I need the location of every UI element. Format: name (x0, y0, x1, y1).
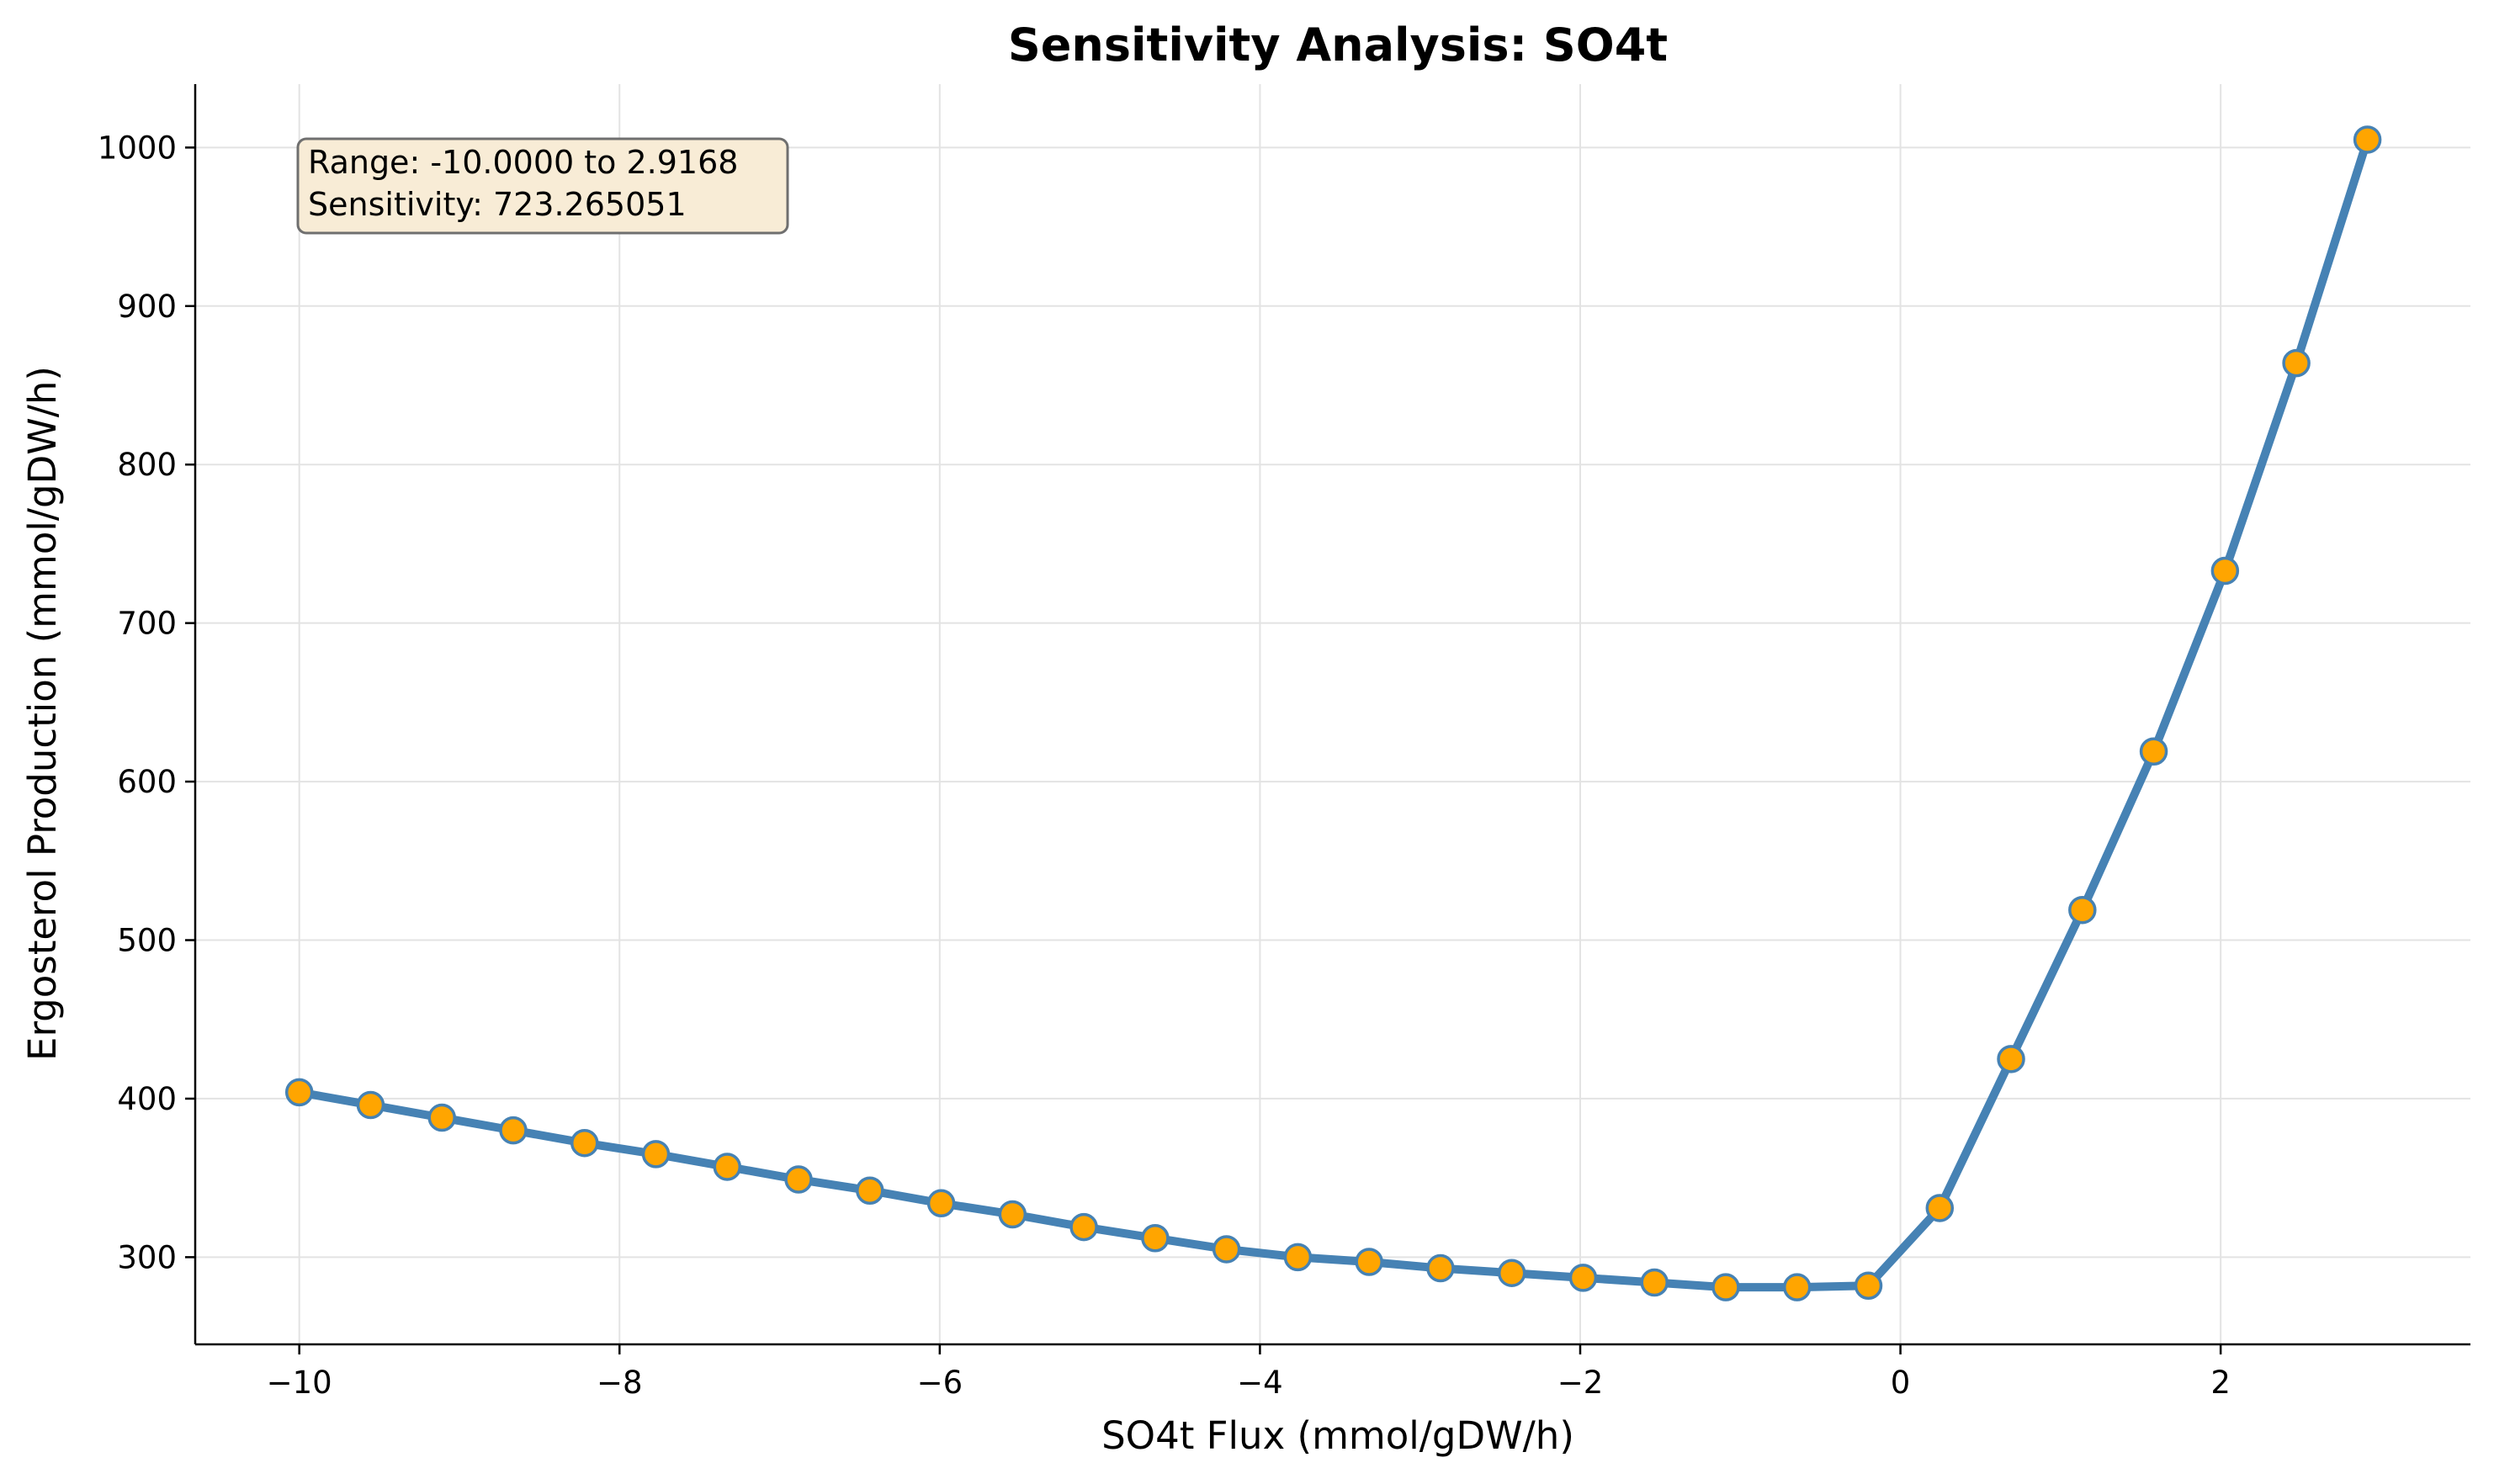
x-tick-label: −4 (1237, 1365, 1283, 1401)
data-point (1997, 1045, 2025, 1073)
data-point (784, 1165, 813, 1194)
y-tick-label: 600 (117, 764, 177, 800)
x-axis-label: SO4t Flux (mmol/gDW/h) (1101, 1413, 1574, 1458)
annotation-range: Range: -10.0000 to 2.9168 (308, 144, 738, 181)
data-point (2282, 348, 2311, 378)
data-point (2353, 125, 2382, 154)
data-point (1212, 1235, 1241, 1264)
data-point (1069, 1212, 1098, 1242)
annotation-background (296, 137, 789, 235)
data-point (1568, 1264, 1598, 1292)
data-point (926, 1189, 956, 1218)
x-tick-label: −8 (597, 1365, 643, 1401)
y-axis-label: Ergosterol Production (mmol/gDW/h) (20, 366, 65, 1061)
data-point (2139, 737, 2168, 766)
data-point (1355, 1248, 1383, 1276)
data-point (856, 1176, 884, 1205)
annotation-box: Range: -10.0000 to 2.9168 Sensitivity: 7… (296, 137, 789, 235)
data-point (2210, 556, 2240, 586)
x-tick-label: −10 (267, 1365, 332, 1401)
data-point (641, 1140, 671, 1169)
x-tick-label: −2 (1557, 1365, 1604, 1401)
axes (194, 84, 2470, 1346)
x-tick-label: 0 (1891, 1365, 1911, 1401)
data-point (499, 1116, 528, 1145)
y-tick-label: 300 (117, 1239, 177, 1275)
data-point (713, 1153, 742, 1181)
y-tick-label: 1000 (98, 130, 177, 166)
data-point (570, 1128, 599, 1158)
data-point (1854, 1271, 1883, 1301)
x-tick-label: −6 (917, 1365, 963, 1401)
series-layer (284, 125, 2382, 1301)
annotation-sensitivity: Sensitivity: 723.265051 (308, 186, 687, 223)
data-point (1925, 1194, 1955, 1222)
grid (195, 84, 2470, 1344)
data-point (998, 1200, 1027, 1229)
data-point (356, 1090, 385, 1120)
series-line (295, 135, 2372, 1292)
data-point (1782, 1273, 1812, 1301)
ticks: −10 −8 −6 −4 −2 0 2 300 400 500 600 700 800 900 1000 (98, 130, 2231, 1401)
y-tick-label: 400 (117, 1081, 177, 1117)
data-point (1497, 1259, 1526, 1287)
data-point (284, 1078, 314, 1107)
data-point (1426, 1253, 1455, 1283)
data-point (1640, 1268, 1669, 1297)
data-point (1141, 1224, 1170, 1253)
x-tick-label: 2 (2210, 1365, 2231, 1401)
y-tick-label: 900 (117, 289, 177, 325)
data-point (1283, 1243, 1313, 1272)
data-point (1711, 1273, 1740, 1301)
data-point (2068, 895, 2097, 925)
y-tick-label: 700 (117, 606, 177, 642)
chart-title: Sensitivity Analysis: SO4t (1008, 19, 1668, 72)
y-tick-label: 800 (117, 447, 177, 483)
y-tick-label: 500 (117, 923, 177, 959)
data-point (427, 1103, 456, 1132)
